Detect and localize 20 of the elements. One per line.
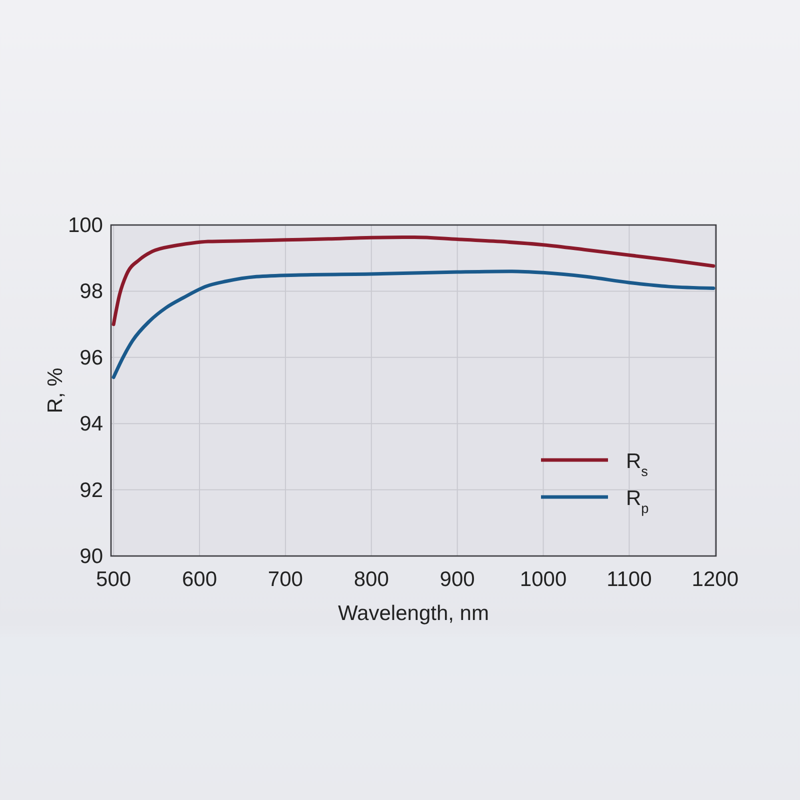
y-tick-label: 94 (80, 412, 104, 436)
x-tick-label: 800 (354, 568, 389, 591)
x-axis-title: Wavelength, nm (338, 602, 489, 625)
y-tick-label: 92 (80, 478, 103, 502)
legend-label: R$_{p}$ (626, 487, 650, 516)
x-tick-label: 1000 (520, 568, 567, 591)
x-tick-label: 1200 (692, 568, 738, 591)
line-series (112, 235, 716, 326)
y-tick-label: 98 (80, 280, 103, 304)
y-tick-label: 96 (80, 346, 103, 370)
x-tick-label: 700 (268, 568, 303, 591)
x-tick-label: 500 (96, 568, 132, 591)
y-tick-label: 90 (80, 545, 103, 568)
y-axis-title: R, % (44, 368, 67, 414)
legend-label: R$_{s}$ (626, 450, 648, 478)
x-tick-label: 900 (440, 568, 475, 591)
x-tick-label: 600 (182, 568, 218, 591)
line-series (112, 270, 716, 380)
x-tick-label: 1100 (606, 568, 652, 591)
y-tick-label: 100 (68, 214, 103, 237)
